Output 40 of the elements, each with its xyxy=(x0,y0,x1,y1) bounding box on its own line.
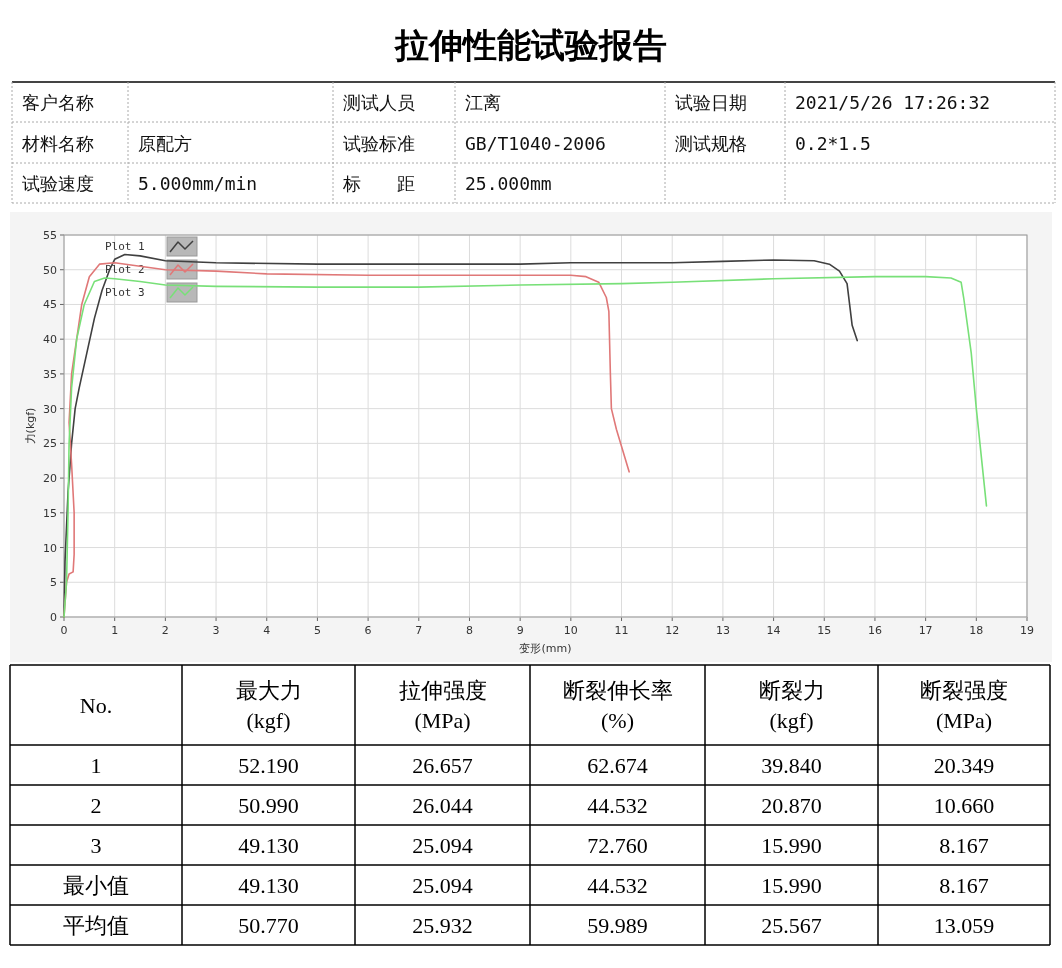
x-tick-label: 18 xyxy=(969,624,984,637)
x-axis-title: 变形(mm) xyxy=(519,642,572,655)
x-tick-label: 4 xyxy=(263,624,271,637)
x-tick-label: 10 xyxy=(563,624,578,637)
x-tick-label: 13 xyxy=(715,624,730,637)
y-tick-label: 5 xyxy=(50,576,57,590)
y-tick-label: 0 xyxy=(50,611,57,624)
y-tick-label: 10 xyxy=(43,541,57,555)
x-tick-label: 14 xyxy=(766,624,781,637)
x-tick-label: 11 xyxy=(614,624,629,637)
x-tick-label: 9 xyxy=(516,624,524,637)
y-tick-label: 35 xyxy=(43,367,57,381)
y-tick-label: 15 xyxy=(43,506,57,520)
x-tick-label: 17 xyxy=(918,624,933,637)
y-axis-title: 力(kgf) xyxy=(24,407,37,445)
y-tick-label: 45 xyxy=(43,298,57,312)
x-tick-label: 7 xyxy=(415,624,423,637)
y-tick-label: 40 xyxy=(43,333,57,347)
x-tick-label: 2 xyxy=(161,624,169,637)
info-table: 客户名称 测试人员 江离 试验日期 2021/5/26 17:26:32 材料名称 原配方 试验标准 GB/T1040-2006 测试规格 0.2*1.5 试验速度 5.000mm/min 标 距 25.000mm xyxy=(11,81,1056,204)
x-tick-label: 16 xyxy=(867,624,882,637)
x-tick-label: 1 xyxy=(111,624,119,637)
y-tick-label: 20 xyxy=(43,472,57,486)
y-tick-label: 55 xyxy=(43,229,57,242)
y-tick-label: 30 xyxy=(43,402,57,416)
x-tick-label: 3 xyxy=(212,624,220,637)
x-tick-label: 5 xyxy=(313,624,321,637)
legend-label: Plot 3 xyxy=(105,286,145,299)
x-tick-label: 12 xyxy=(665,624,680,637)
y-tick-label: 50 xyxy=(43,263,57,277)
x-tick-label: 6 xyxy=(364,624,372,637)
y-tick-label: 25 xyxy=(43,437,57,451)
line-series xyxy=(63,275,988,618)
x-tick-label: 0 xyxy=(60,624,68,637)
legend-label: Plot 1 xyxy=(105,240,145,253)
results-table: No. 最大力 (kgf) 拉伸强度 (MPa) 断裂伸长率 (%) 断裂力 (kgf) 断裂强度 (MPa) 1 52.190 26.657 62.674 39.840 20.349 2 50.990 26.044 44.532 20.870 10.660 3 49.130 25.094 72.760 15.990 8.167 最小值 49.130 25.094 44.532 15.990 8.167 平均值 50.770 25.932 59.989 25.567 13.059 xyxy=(9,664,1051,946)
x-tick-label: 8 xyxy=(465,624,473,637)
chart-title: 拉伸性能试验报告 xyxy=(394,27,667,64)
x-tick-label: 15 xyxy=(817,624,832,637)
x-tick-label: 19 xyxy=(1020,624,1034,637)
